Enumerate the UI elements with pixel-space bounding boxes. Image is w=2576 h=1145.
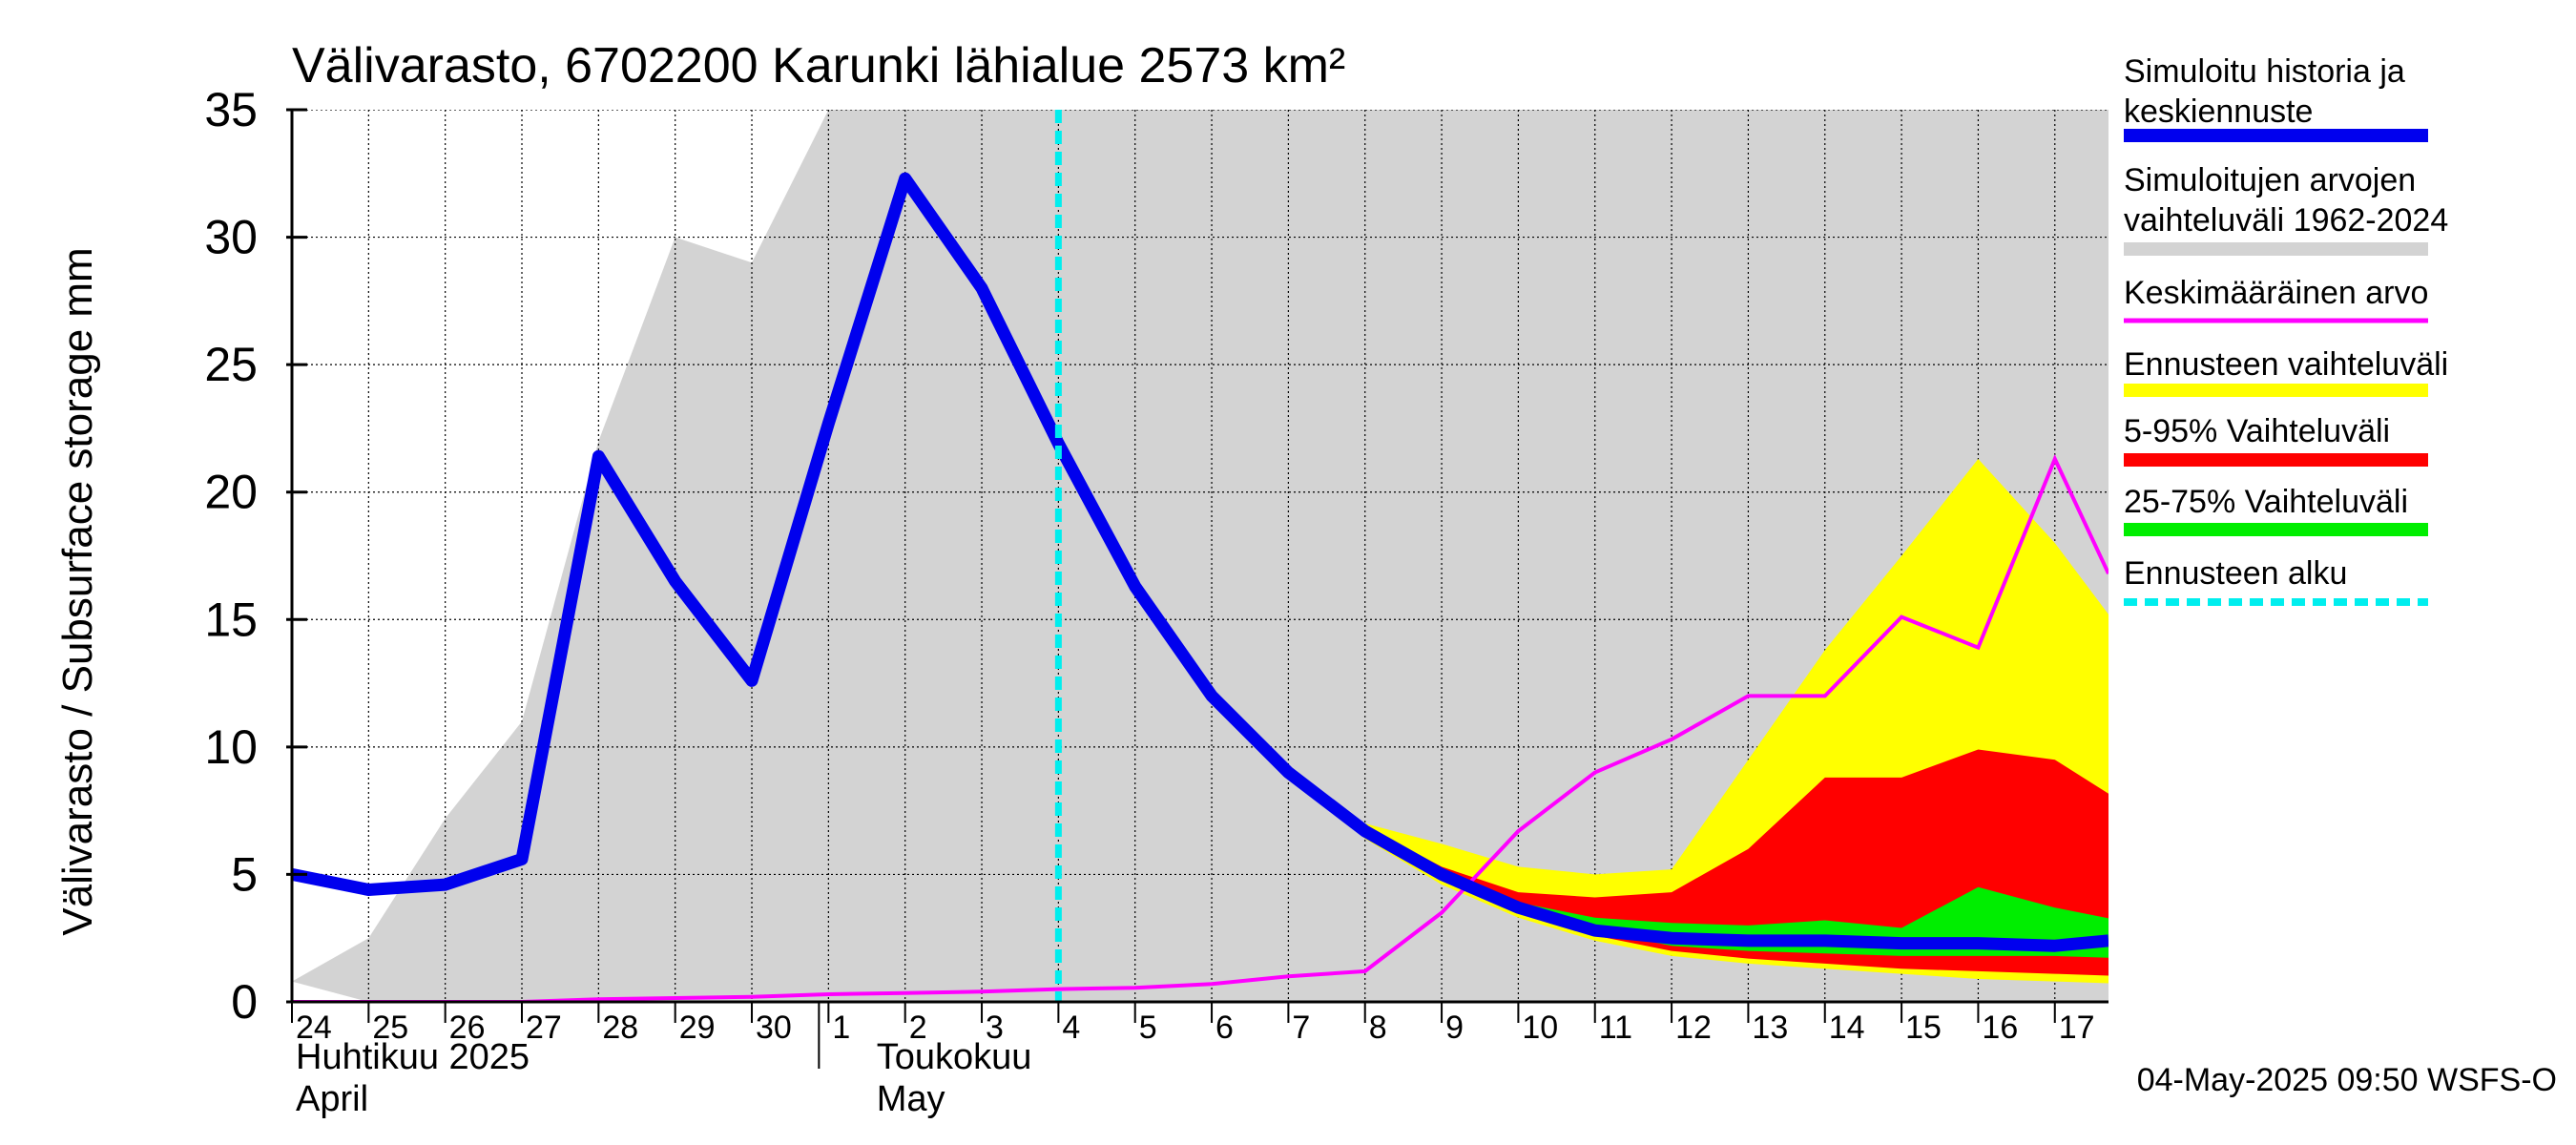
x-tick-label: 5 xyxy=(1139,1010,1157,1046)
x-tick-label: 15 xyxy=(1905,1010,1942,1046)
chart-title: Välivarasto, 6702200 Karunki lähialue 25… xyxy=(292,38,1345,94)
x-tick-label: 12 xyxy=(1675,1010,1712,1046)
y-tick-label: 20 xyxy=(204,466,258,519)
x-tick-label: 17 xyxy=(2059,1010,2095,1046)
y-axis-label: Välivarasto / Subsurface storage mm xyxy=(54,247,101,935)
x-tick-label: 3 xyxy=(986,1010,1004,1046)
x-tick-label: 14 xyxy=(1829,1010,1865,1046)
x-tick-label: 7 xyxy=(1292,1010,1310,1046)
p5-95-area xyxy=(1058,444,2109,976)
legend-label-forecast-range: Ennusteen vaihteluväli xyxy=(2124,346,2448,383)
mean-value-line xyxy=(292,454,2109,1002)
x-tick-label: 2 xyxy=(909,1010,927,1046)
y-tick-label: 5 xyxy=(231,847,258,901)
legend-label-history-1: Simuloitu historia ja xyxy=(2124,53,2405,90)
y-tick-label: 10 xyxy=(204,720,258,774)
x-tick-label: 13 xyxy=(1752,1010,1788,1046)
x-tick-label: 8 xyxy=(1369,1010,1387,1046)
x-tick-label: 6 xyxy=(1215,1010,1234,1046)
timestamp: 04-May-2025 09:50 WSFS-O xyxy=(2137,1062,2557,1098)
legend-label-p25-75: 25-75% Vaihteluväli xyxy=(2124,484,2408,520)
x-tick-label: 9 xyxy=(1445,1010,1464,1046)
x-tick-label: 10 xyxy=(1522,1010,1558,1046)
x-tick-label: 11 xyxy=(1599,1010,1632,1046)
legend-label-mean: Keskimääräinen arvo xyxy=(2124,275,2428,311)
y-tick-label: 0 xyxy=(231,975,258,1029)
x-tick-label: 30 xyxy=(756,1010,792,1046)
y-tick-label: 15 xyxy=(204,593,258,646)
x-tick-label: 26 xyxy=(449,1010,486,1046)
legend-label-history-2: keskiennuste xyxy=(2124,94,2313,130)
history-forecast-line xyxy=(292,172,2109,952)
month-label-english: May xyxy=(877,1079,945,1119)
x-tick-label: 24 xyxy=(296,1010,332,1046)
month-label: Toukokuu xyxy=(877,1037,1032,1077)
x-tick-label: 27 xyxy=(526,1010,562,1046)
legend-label-range-1: Simuloitujen arvojen xyxy=(2124,162,2416,198)
x-tick-label: 4 xyxy=(1062,1010,1080,1046)
y-tick-label: 30 xyxy=(204,211,258,264)
x-tick-label: 16 xyxy=(1982,1010,2018,1046)
p25-75-area xyxy=(1058,444,2109,958)
x-tick-label: 29 xyxy=(679,1010,716,1046)
x-tick-label: 28 xyxy=(602,1010,638,1046)
legend-label-p5-95: 5-95% Vaihteluväli xyxy=(2124,413,2390,449)
month-label-english: April xyxy=(296,1079,368,1119)
y-tick-label: 25 xyxy=(204,338,258,391)
x-tick-label: 25 xyxy=(372,1010,408,1046)
legend-label-forecast-start: Ennusteen alku xyxy=(2124,555,2347,592)
y-tick-label: 35 xyxy=(204,83,258,136)
legend-label-range-2: vaihteluväli 1962-2024 xyxy=(2124,202,2448,239)
x-tick-label: 1 xyxy=(832,1010,850,1046)
month-label: Huhtikuu 2025 xyxy=(296,1037,530,1077)
historical-range-area xyxy=(292,110,2109,1002)
